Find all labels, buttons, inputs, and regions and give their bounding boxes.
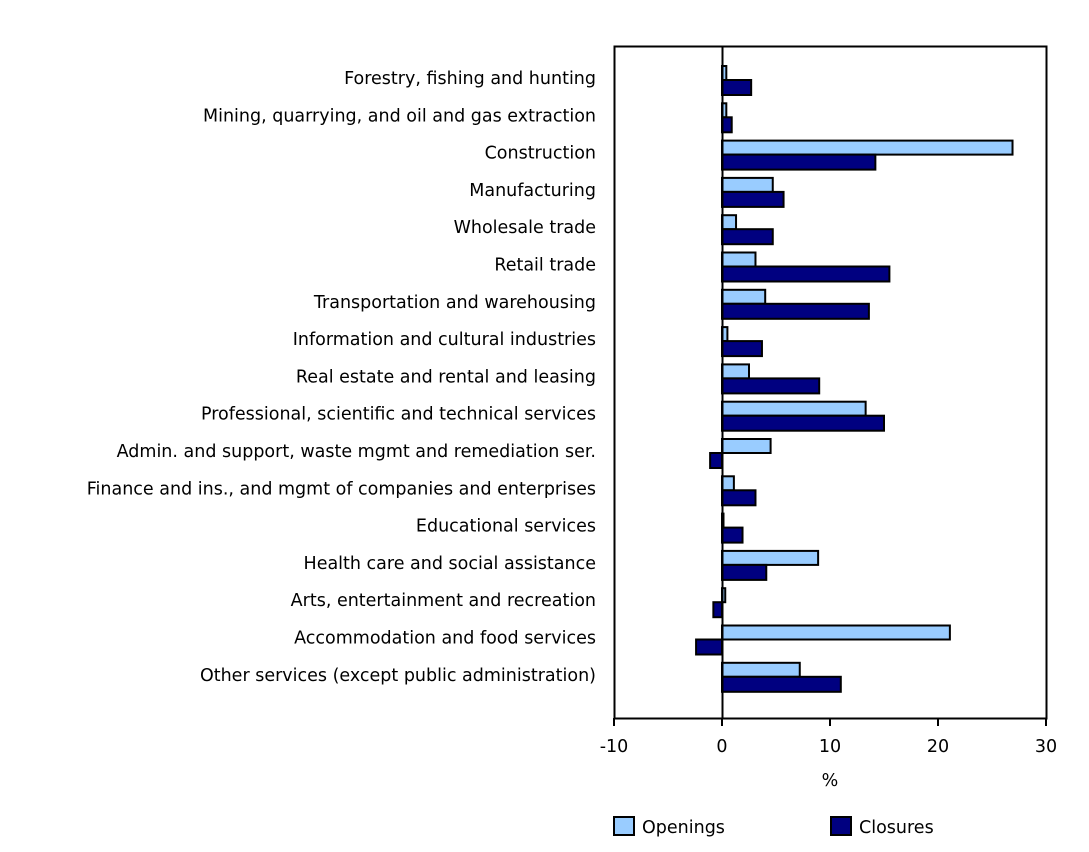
x-tick-label: -10 bbox=[600, 737, 629, 757]
bar-openings-15 bbox=[721, 624, 951, 641]
bar-closures-12 bbox=[721, 526, 744, 544]
bar-closures-2 bbox=[721, 153, 877, 171]
bar-closures-14 bbox=[712, 601, 723, 619]
category-label: Professional, scientific and technical s… bbox=[201, 405, 596, 425]
category-label: Educational services bbox=[416, 517, 596, 537]
x-tick-label: 0 bbox=[716, 737, 727, 757]
category-label: Mining, quarrying, and oil and gas extra… bbox=[203, 106, 596, 126]
bar-closures-8 bbox=[721, 377, 821, 395]
bars bbox=[695, 65, 1014, 693]
bar-openings-6 bbox=[721, 288, 767, 305]
category-label: Real estate and rental and leasing bbox=[296, 367, 596, 387]
category-label: Other services (except public administra… bbox=[200, 666, 596, 686]
legend: Openings Closures bbox=[613, 816, 934, 838]
category-labels: Forestry, fishing and hunting Mining, qua… bbox=[87, 69, 596, 686]
bar-openings-13 bbox=[721, 549, 820, 566]
bar-closures-11 bbox=[721, 489, 757, 507]
category-label: Finance and ins., and mgmt of companies … bbox=[87, 479, 596, 499]
bar-openings-9 bbox=[721, 400, 867, 417]
category-label: Health care and social assistance bbox=[304, 554, 596, 574]
bar-closures-16 bbox=[721, 675, 842, 693]
bar-closures-3 bbox=[721, 190, 785, 208]
x-axis-label: % bbox=[822, 771, 839, 791]
x-tick-label: 10 bbox=[819, 737, 841, 757]
bar-closures-9 bbox=[721, 414, 885, 432]
legend-swatch-closures bbox=[830, 816, 852, 836]
category-label: Accommodation and food services bbox=[294, 629, 596, 649]
x-tick-label: 30 bbox=[1035, 737, 1057, 757]
category-label: Wholesale trade bbox=[454, 218, 596, 238]
bar-openings-5 bbox=[721, 251, 757, 268]
bar-openings-16 bbox=[721, 661, 801, 678]
category-label: Information and cultural industries bbox=[293, 330, 596, 350]
bar-closures-10 bbox=[709, 452, 723, 469]
category-label: Transportation and warehousing bbox=[313, 293, 596, 313]
bar-openings-11 bbox=[721, 475, 735, 492]
legend-label-closures: Closures bbox=[859, 818, 934, 838]
x-tick-label: 20 bbox=[927, 737, 949, 757]
bar-closures-13 bbox=[721, 563, 768, 581]
bar-closures-6 bbox=[721, 302, 870, 320]
bar-openings-2 bbox=[721, 139, 1014, 156]
bar-closures-0 bbox=[721, 79, 753, 96]
category-label: Arts, entertainment and recreation bbox=[291, 591, 596, 611]
category-label: Construction bbox=[485, 144, 596, 164]
category-label: Retail trade bbox=[494, 256, 596, 276]
bar-openings-10 bbox=[721, 438, 772, 454]
legend-label-openings: Openings bbox=[642, 818, 725, 838]
category-label: Forestry, fishing and hunting bbox=[344, 69, 596, 89]
bar-closures-15 bbox=[695, 638, 724, 656]
bar-closures-5 bbox=[721, 265, 891, 283]
x-axis-ticks: -10 0 10 20 30 bbox=[600, 718, 1057, 757]
bar-closures-7 bbox=[721, 340, 763, 358]
bar-openings-3 bbox=[721, 176, 774, 193]
legend-swatch-openings bbox=[613, 816, 635, 836]
category-label: Manufacturing bbox=[469, 181, 596, 201]
bar-openings-4 bbox=[721, 214, 738, 231]
bar-closures-4 bbox=[721, 228, 774, 246]
category-label: Admin. and support, waste mgmt and remed… bbox=[117, 442, 596, 462]
bar-openings-8 bbox=[721, 363, 750, 380]
